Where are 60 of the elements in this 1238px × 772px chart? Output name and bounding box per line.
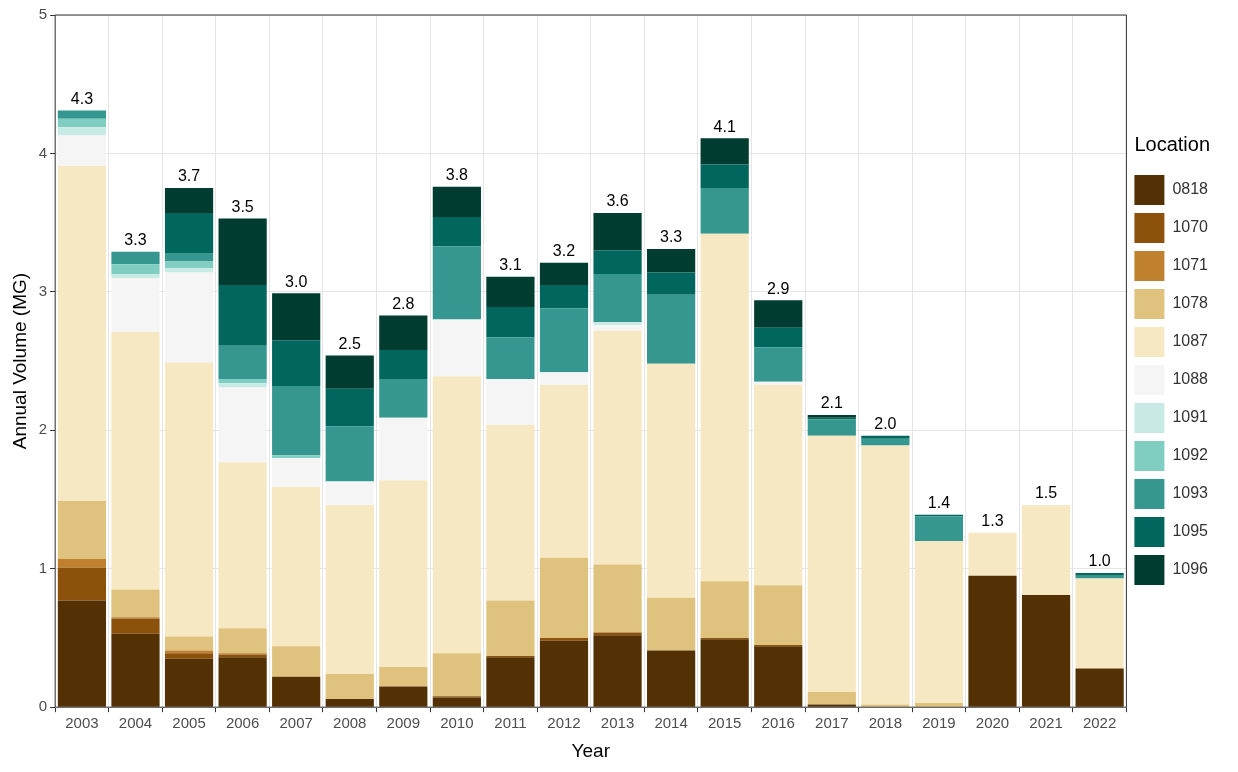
total-label: 4.1 (713, 117, 736, 135)
x-tick-label: 2008 (333, 714, 367, 732)
legend-label: 1087 (1172, 332, 1209, 350)
legend-label: 1096 (1172, 560, 1209, 578)
total-label: 4.3 (70, 89, 94, 107)
legend-label: 1078 (1172, 294, 1209, 312)
legend-label: 1091 (1172, 408, 1209, 426)
legend-label: 1093 (1172, 484, 1209, 502)
y-tick-label: 4 (38, 143, 48, 161)
y-tick-label: 1 (38, 558, 48, 576)
y-tick-label: 0 (38, 697, 48, 715)
total-label: 2.1 (820, 394, 844, 412)
x-tick-label: 2012 (547, 714, 581, 732)
total-label: 3.0 (285, 272, 308, 290)
x-tick-label: 2007 (279, 714, 313, 732)
x-tick-label: 2006 (225, 714, 260, 732)
total-label: 2.9 (767, 279, 790, 297)
total-label: 3.8 (445, 166, 469, 184)
x-tick-label: 2018 (868, 714, 903, 732)
x-tick-label: 2010 (440, 714, 474, 732)
total-label: 3.1 (499, 256, 522, 274)
x-tick-label: 2009 (386, 714, 420, 732)
legend-label: 1088 (1172, 370, 1209, 388)
total-label: 3.5 (231, 197, 254, 215)
legend-label: 1071 (1172, 256, 1209, 274)
total-label: 3.3 (124, 231, 147, 249)
legend-label: 1092 (1172, 446, 1209, 464)
x-tick-label: 2022 (1082, 714, 1117, 732)
y-axis-title: Annual Volume (MG) (8, 272, 30, 450)
x-tick-label: 2003 (65, 714, 99, 732)
x-tick-label: 2021 (1029, 714, 1063, 732)
x-tick-label: 2004 (118, 714, 153, 732)
x-tick-label: 2013 (600, 714, 635, 732)
legend-label: 1095 (1172, 522, 1209, 540)
legend-title: Location (1134, 132, 1211, 155)
total-label: 1.0 (1088, 552, 1111, 570)
legend-label: 1070 (1172, 218, 1209, 236)
total-label: 3.6 (606, 192, 629, 210)
total-label: 3.7 (177, 167, 201, 185)
total-label: 2.8 (392, 294, 415, 312)
x-tick-label: 2017 (815, 714, 849, 732)
legend-label: 0818 (1172, 180, 1209, 198)
x-tick-label: 2011 (494, 714, 527, 732)
total-label: 1.3 (981, 512, 1004, 530)
y-tick-label: 5 (38, 5, 48, 23)
total-label: 3.3 (659, 228, 683, 246)
x-axis-title: Year (571, 739, 611, 761)
total-label: 2.5 (338, 334, 361, 352)
total-label: 1.4 (927, 494, 951, 512)
x-tick-label: 2016 (761, 714, 795, 732)
y-tick-label: 2 (38, 420, 48, 438)
y-tick-label: 3 (38, 282, 48, 300)
x-tick-label: 2015 (707, 714, 742, 732)
total-label: 3.2 (552, 242, 576, 260)
total-label: 2.0 (874, 415, 897, 433)
total-label: 1.5 (1034, 484, 1058, 502)
x-tick-label: 2005 (172, 714, 206, 732)
x-tick-label: 2014 (654, 714, 688, 732)
x-tick-label: 2020 (975, 714, 1010, 732)
x-tick-label: 2019 (922, 714, 956, 732)
